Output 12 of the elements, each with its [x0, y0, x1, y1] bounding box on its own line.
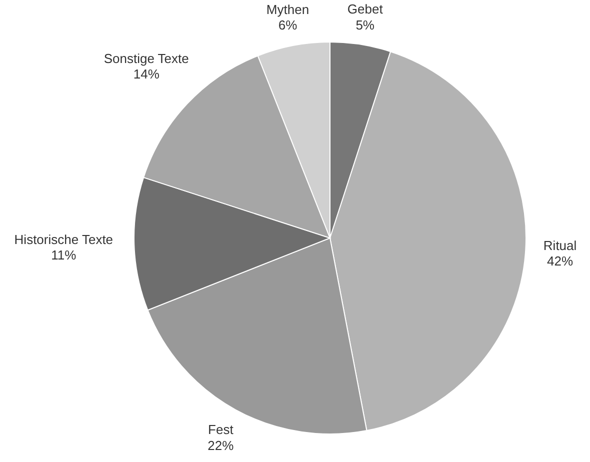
slice-label: Fest [208, 422, 234, 438]
slice-label: Mythen [266, 2, 310, 17]
data-label: 22% [208, 438, 234, 453]
data-label: 14% [133, 66, 160, 82]
data-label: 5% [356, 17, 375, 32]
data-label: 6% [278, 17, 298, 32]
slice-label: Historische Texte [14, 232, 114, 247]
slice-label: Ritual [543, 238, 577, 253]
slice-label: Gebet [347, 2, 384, 17]
slice-label: Sonstige Texte [104, 50, 189, 66]
data-label: 11% [51, 247, 77, 262]
data-label: 42% [547, 253, 574, 268]
